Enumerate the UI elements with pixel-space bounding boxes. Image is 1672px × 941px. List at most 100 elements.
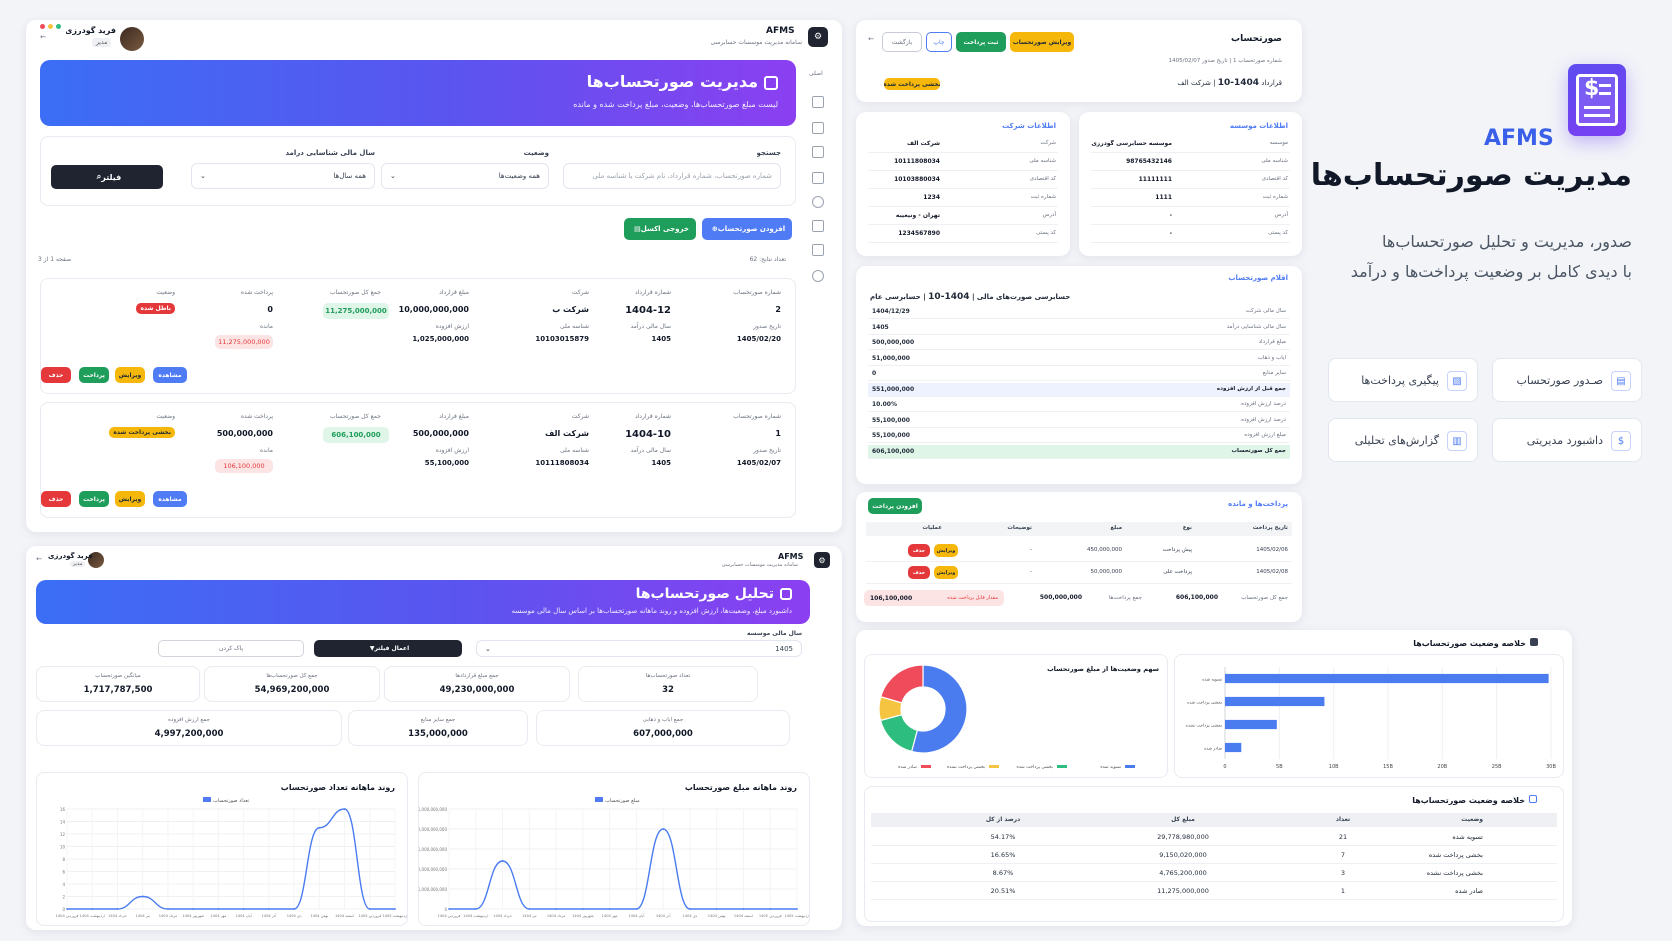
- logo-icon[interactable]: ⚙: [808, 27, 828, 47]
- item-row: [868, 398, 1290, 412]
- page-indicator: صفحه 1 از 3: [38, 256, 72, 263]
- edit-button[interactable]: ویرایش: [115, 491, 145, 507]
- data-point: [343, 808, 346, 810]
- document-icon[interactable]: [812, 122, 824, 134]
- payments-cell: 50,000,000: [1090, 569, 1123, 575]
- analytics-year-select[interactable]: 1405 ⌄: [476, 640, 802, 657]
- info-value: 10103880034: [894, 176, 940, 183]
- clear-filter-button[interactable]: پاک کردن: [158, 640, 304, 657]
- status-select[interactable]: همه وضعیت‌ها ⌄: [381, 163, 549, 189]
- divider: [868, 242, 1058, 243]
- logout-icon[interactable]: [812, 270, 824, 282]
- dollar-icon: $: [1584, 76, 1600, 101]
- info-value: تهران - ونیعیبه: [895, 212, 940, 219]
- payments-title: پرداخت‌ها و مانده: [1228, 500, 1288, 508]
- bar-chart-icon: ▥: [1447, 431, 1467, 451]
- info-label: شماره ثبت: [1030, 194, 1056, 200]
- register-payment-button[interactable]: ثبت پرداخت: [956, 32, 1006, 52]
- view-button[interactable]: مشاهده: [153, 367, 187, 383]
- add-invoice-button[interactable]: ⊕ افزودن صورتحساب: [702, 218, 792, 240]
- data-point: [217, 908, 220, 910]
- item-label: مبلغ ارزش افزوده: [1244, 432, 1286, 438]
- avatar[interactable]: [120, 27, 144, 51]
- bar: [1225, 719, 1277, 730]
- user-name: فرید گودرزی: [66, 26, 116, 35]
- year-select[interactable]: همه سال‌ها ⌄: [191, 163, 375, 189]
- search-input[interactable]: شماره صورتحساب، شماره قرارداد، نام شرکت …: [563, 163, 781, 189]
- info-label: کد پستی: [1268, 230, 1288, 236]
- edit-payment-button[interactable]: ویرایش: [934, 544, 958, 557]
- back-arrow-icon[interactable]: ←: [36, 555, 42, 563]
- folder-icon[interactable]: [812, 146, 824, 158]
- x-tick-label: تیر 1404: [136, 914, 150, 918]
- add-payment-button[interactable]: افزودن پرداخت: [868, 498, 922, 514]
- invoice-list-panel: ← فرید گودرزی مدیر AFMS سامانه مدیریت مو…: [26, 20, 842, 532]
- row-label-contract_no: شماره قرارداد: [634, 289, 671, 296]
- invoice-row-card: شماره صورتحساب 1 تاریخ صدور 1405/02/07 شماره…: [40, 402, 796, 518]
- filter-button[interactable]: ⌕ فیلتر: [51, 165, 163, 189]
- back-arrow-icon[interactable]: ←: [868, 35, 874, 43]
- delete-button[interactable]: حذف: [41, 491, 71, 507]
- chart-icon[interactable]: [812, 220, 824, 232]
- brand-line-2: با دیدی کامل بر وضعیت پرداخت‌ها و درآمد: [1350, 262, 1632, 281]
- payments-cell: 450,000,000: [1087, 547, 1122, 553]
- row-value-paid: 500,000,000: [216, 429, 273, 438]
- settings-icon[interactable]: [812, 244, 824, 256]
- payments-total-label: جمع کل صورتحساب: [1241, 595, 1288, 601]
- excel-export-button[interactable]: ▤ خروجی اکسل: [624, 218, 696, 240]
- back-button[interactable]: بازگشت: [882, 32, 922, 52]
- row-label-national_id: شناسه ملی: [559, 447, 589, 454]
- pay-button[interactable]: پرداخت: [79, 367, 109, 383]
- logo-icon[interactable]: ⚙: [814, 552, 830, 568]
- edit-button[interactable]: ویرایش: [115, 367, 145, 383]
- invoice-icon[interactable]: [812, 96, 824, 108]
- sidebar-home-label[interactable]: اصلی: [809, 70, 823, 77]
- delete-payment-button[interactable]: حذف: [908, 566, 930, 579]
- apply-filter-button[interactable]: ▼ اعمال فیلتر: [314, 640, 462, 657]
- delete-payment-button[interactable]: حذف: [908, 544, 930, 557]
- row-value-paid: 0: [267, 305, 273, 314]
- kpi-value: 49,230,000,000: [439, 685, 515, 695]
- avatar[interactable]: [88, 552, 104, 568]
- row-label-contract_no: شماره قرارداد: [634, 413, 671, 420]
- kpi-value: 607,000,000: [633, 729, 693, 739]
- kpi-label: جمع مبلغ قراردادها: [455, 673, 499, 679]
- summary-cell: 54.17%: [990, 833, 1016, 841]
- edit-payment-button[interactable]: ویرایش: [934, 566, 958, 579]
- minimize-dot-icon[interactable]: [48, 24, 53, 29]
- x-tick-label: شهریور 1404: [182, 914, 204, 918]
- delete-button[interactable]: حذف: [41, 367, 71, 383]
- clock-icon[interactable]: [812, 196, 824, 208]
- row-value-contract_amount: 500,000,000: [412, 429, 469, 438]
- maximize-dot-icon[interactable]: [56, 24, 61, 29]
- results-count: تعداد نتایج: 62: [749, 256, 786, 263]
- back-arrow-icon[interactable]: ←: [40, 33, 46, 41]
- payments-remaining-value: 106,100,000: [870, 594, 913, 602]
- info-label: موسسه: [1269, 140, 1288, 146]
- item-row: [868, 414, 1290, 428]
- invoice-items-panel: اقلام صورتحساب حسابرسی صورت‌های مالی | 1…: [856, 266, 1302, 484]
- y-tick-label: صادر شده: [1204, 745, 1222, 750]
- info-value: -: [1169, 230, 1173, 237]
- filter-icon: ▼: [369, 645, 375, 652]
- info-value: 11111111: [1138, 176, 1172, 183]
- data-point: [501, 860, 504, 862]
- x-tick-label: اردیبهشت 1404: [80, 914, 105, 918]
- feature-label: گزارش‌های تحلیلی: [1354, 434, 1439, 447]
- users-icon[interactable]: [812, 172, 824, 184]
- edit-invoice-button[interactable]: ویرایش صورتحساب: [1010, 32, 1074, 52]
- item-row: [868, 367, 1290, 381]
- pay-button[interactable]: پرداخت: [79, 491, 109, 507]
- contract-company: | شرکت الف: [1177, 79, 1216, 87]
- legend-label: تعداد صورتحساب: [213, 798, 250, 804]
- y-tick-label: 4: [62, 882, 65, 887]
- view-button[interactable]: مشاهده: [153, 491, 187, 507]
- close-dot-icon[interactable]: [40, 24, 45, 29]
- x-tick-label: فروردین 1405: [759, 914, 782, 918]
- payments-cell: 1405/02/06: [1256, 547, 1288, 553]
- print-button[interactable]: چاپ: [926, 32, 952, 52]
- info-label: آدرس: [1042, 212, 1056, 218]
- invoice-row-card: شماره صورتحساب 2 تاریخ صدور 1405/02/20 شماره…: [40, 278, 796, 394]
- row-value-issue_date: 1405/02/20: [736, 335, 781, 343]
- x-tick-label: بهمن 1404: [708, 914, 726, 918]
